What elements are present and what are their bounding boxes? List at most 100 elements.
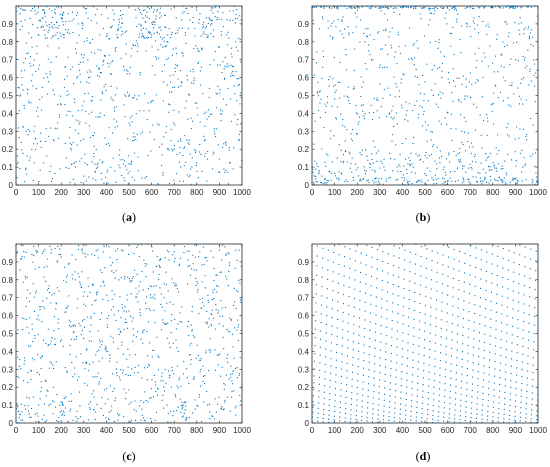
scatter-point — [148, 321, 150, 323]
scatter-point — [399, 413, 401, 415]
scatter-point — [201, 47, 203, 49]
scatter-point — [494, 55, 497, 57]
scatter-point — [382, 422, 384, 424]
scatter-point — [536, 15, 538, 17]
scatter-point — [338, 263, 340, 265]
scatter-point — [527, 5, 529, 7]
scatter-point — [84, 162, 86, 164]
scatter-point — [323, 126, 325, 129]
scatter-point — [210, 20, 213, 22]
scatter-point — [206, 321, 208, 323]
scatter-point — [192, 254, 194, 256]
scatter-point — [212, 36, 215, 38]
scatter-point — [528, 305, 530, 307]
scatter-point — [524, 256, 526, 258]
scatter-point — [116, 259, 118, 261]
scatter-point — [460, 101, 462, 103]
scatter-point — [121, 30, 123, 33]
scatter-point — [481, 418, 483, 420]
scatter-point — [199, 143, 201, 146]
scatter-point — [40, 109, 43, 111]
scatter-point — [508, 5, 510, 7]
scatter-point — [474, 304, 476, 306]
scatter-point — [237, 84, 239, 86]
scatter-point — [413, 335, 415, 337]
scatter-point — [407, 180, 409, 182]
scatter-point — [369, 346, 371, 348]
scatter-point — [236, 123, 238, 125]
scatter-point — [509, 393, 511, 395]
scatter-point — [351, 140, 353, 142]
scatter-point — [153, 285, 155, 287]
scatter-point — [466, 22, 468, 24]
scatter-point — [130, 315, 132, 317]
scatter-point — [335, 381, 337, 383]
scatter-point — [106, 169, 109, 171]
scatter-point — [506, 134, 509, 136]
scatter-point — [529, 258, 532, 260]
scatter-point — [410, 415, 412, 417]
scatter-point — [480, 268, 482, 271]
scatter-point — [465, 78, 467, 80]
scatter-point — [321, 77, 323, 79]
scatter-point — [140, 399, 142, 401]
scatter-point — [460, 393, 462, 395]
scatter-point — [526, 384, 528, 386]
scatter-point — [197, 405, 199, 407]
scatter-point — [125, 373, 127, 375]
scatter-point — [22, 244, 24, 246]
scatter-point — [391, 110, 393, 112]
scatter-point — [473, 22, 475, 24]
scatter-point — [26, 289, 29, 291]
scatter-point — [373, 384, 375, 386]
scatter-point — [366, 412, 368, 414]
scatter-point — [41, 321, 43, 323]
scatter-point — [172, 415, 174, 417]
scatter-point — [339, 416, 341, 418]
scatter-point — [151, 246, 153, 248]
scatter-point — [123, 65, 125, 68]
scatter-point — [98, 381, 100, 383]
scatter-point — [354, 12, 356, 14]
scatter-point — [214, 51, 216, 53]
scatter-point — [398, 96, 400, 98]
scatter-point — [226, 328, 228, 330]
scatter-point — [392, 7, 394, 10]
scatter-point — [473, 312, 476, 315]
scatter-point — [437, 252, 439, 254]
scatter-point — [387, 53, 389, 56]
scatter-point — [206, 158, 208, 160]
scatter-point — [473, 103, 475, 105]
scatter-point — [386, 66, 388, 69]
scatter-point — [504, 397, 506, 400]
scatter-point — [224, 399, 226, 401]
scatter-point — [156, 336, 158, 338]
scatter-point — [137, 45, 139, 47]
scatter-point — [465, 400, 467, 403]
scatter-point — [323, 397, 325, 399]
scatter-point — [452, 26, 454, 28]
scatter-point — [186, 7, 188, 9]
scatter-point — [213, 279, 215, 281]
scatter-point — [215, 309, 217, 311]
scatter-point — [189, 274, 192, 276]
scatter-point — [400, 104, 403, 106]
scatter-point — [91, 283, 93, 285]
scatter-point — [530, 248, 532, 250]
scatter-point — [161, 372, 163, 374]
scatter-point — [63, 397, 65, 399]
scatter-point — [489, 343, 491, 345]
scatter-point — [337, 310, 339, 312]
scatter-point — [333, 415, 335, 417]
scatter-point — [189, 174, 191, 176]
scatter-point — [440, 97, 442, 99]
scatter-point — [468, 146, 471, 148]
scatter-point — [79, 160, 81, 162]
scatter-point — [395, 179, 397, 181]
scatter-point — [125, 53, 127, 55]
scatter-point — [500, 168, 502, 170]
scatter-point — [21, 258, 23, 260]
scatter-point — [154, 419, 156, 421]
scatter-point — [126, 73, 128, 75]
scatter-point — [493, 164, 495, 166]
